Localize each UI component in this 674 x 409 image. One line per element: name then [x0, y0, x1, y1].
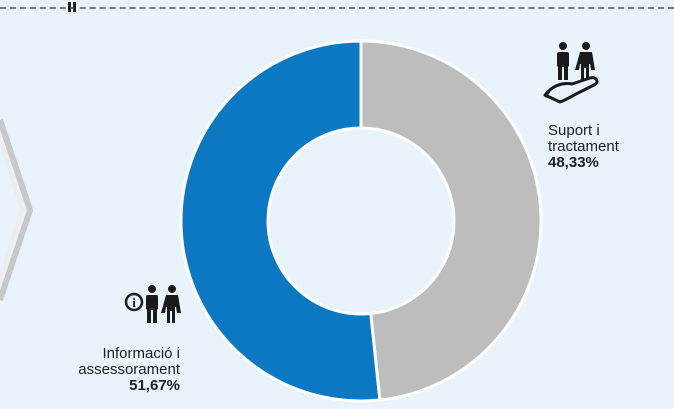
donut-slice-0	[359, 39, 543, 402]
people-on-hand-icon	[543, 42, 599, 104]
donut-slices	[179, 39, 543, 403]
slice-name-suport: Suport i tractament	[548, 122, 619, 155]
slice-value-informacio: 51,67%	[129, 377, 180, 394]
donut-slice-1	[179, 39, 382, 403]
svg-text:i: i	[132, 295, 136, 310]
top-dashed-divider	[0, 7, 674, 9]
slice-label-suport: Suport i tractament 48,33%	[548, 123, 619, 171]
slice-label-informacio: Informació i assessorament 51,67%	[10, 346, 180, 394]
top-mark	[73, 2, 76, 12]
top-mark	[68, 2, 71, 12]
people-with-info-icon: i	[124, 285, 181, 323]
slice-name-informacio: Informació i assessorament	[78, 345, 180, 378]
slice-value-suport: 48,33%	[548, 154, 599, 171]
left-chevron-icon	[0, 119, 34, 301]
